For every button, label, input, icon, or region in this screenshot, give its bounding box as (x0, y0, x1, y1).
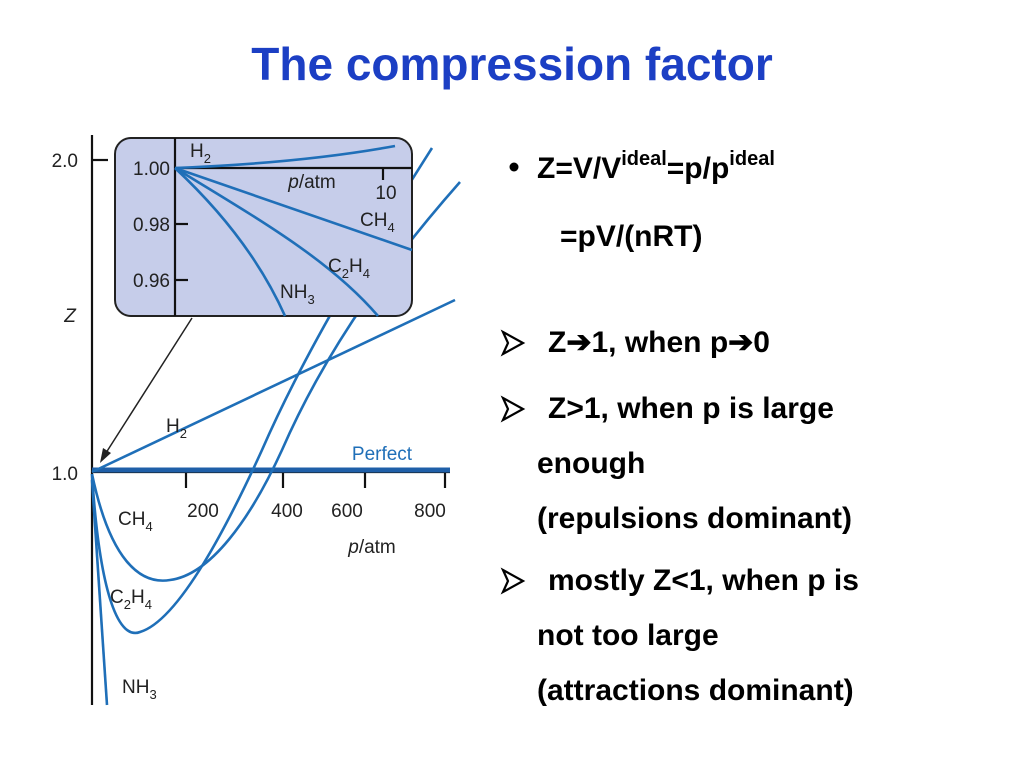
base: H (166, 416, 180, 437)
sub: 4 (387, 220, 394, 235)
sub: 4 (145, 597, 152, 612)
slide-title: The compression factor (251, 38, 773, 90)
bullet-line: Z>1, when p is large (548, 392, 834, 425)
sup: ideal (729, 148, 775, 170)
bullet-line: enough (537, 447, 645, 480)
base: H (349, 256, 363, 277)
sub: 4 (363, 266, 370, 281)
curve-label: H2 (166, 416, 187, 441)
sub: 3 (149, 687, 156, 702)
inset-label: H2 (190, 141, 211, 166)
bullet-line: mostly Z<1, when p is (548, 564, 859, 597)
text-block: Z=V/Videal=p/pideal =pV/(nRT) (509, 148, 775, 253)
unit: /atm (359, 537, 396, 558)
p-tick-label: 600 (331, 501, 363, 522)
arrow-head (100, 448, 111, 463)
base: CH (118, 509, 145, 530)
base: NH (122, 677, 149, 698)
sup: ideal (621, 148, 667, 170)
arrow-bullet (500, 329, 526, 357)
inset-axis-label: p/atm (287, 172, 336, 193)
text: =p/p (667, 152, 730, 185)
arrow-bullet (500, 567, 526, 595)
unit: /atm (299, 172, 336, 193)
bullet-line: (repulsions dominant) (537, 502, 852, 535)
p-tick-label: 200 (187, 501, 219, 522)
inset-tick-label: 0.98 (133, 215, 170, 236)
base: C (110, 587, 124, 608)
p-axis-label: p/atm (347, 537, 396, 558)
arrow-bullet (500, 395, 526, 423)
bullet-line: Z➔1, when p➔0 (548, 326, 770, 359)
curve-label: CH4 (118, 509, 153, 534)
bullet-line: =pV/(nRT) (560, 220, 703, 253)
sub: 3 (307, 292, 314, 307)
var: p (287, 172, 299, 193)
inset-tick-label: 10 (375, 183, 396, 204)
p-tick-label: 800 (414, 501, 446, 522)
bullet-line: Z=V/Videal=p/pideal (537, 148, 775, 185)
inset-h2-curve (174, 144, 396, 170)
z-axis-label: Z (63, 306, 77, 327)
bullet-line: (attractions dominant) (537, 674, 854, 707)
text: Z=V/V (537, 152, 621, 185)
sub: 2 (180, 426, 187, 441)
inset-label: CH4 (360, 210, 395, 235)
base: NH (280, 282, 307, 303)
inset-ch4-curve (174, 166, 413, 252)
bullet-dot (509, 162, 519, 172)
inset-nh3-curve (174, 167, 287, 317)
base: CH (360, 210, 387, 231)
var: p (347, 537, 359, 558)
z-tick-label: 1.0 (52, 464, 78, 485)
base: H (131, 587, 145, 608)
curve-label: C2H4 (110, 587, 152, 612)
base: C (328, 256, 342, 277)
sub: 2 (124, 597, 131, 612)
figure: 2.0 1.0 200 400 600 800 p/atm Z H2 Perfe… (52, 135, 461, 706)
inset-tick-label: 0.96 (133, 271, 170, 292)
pointer-arrow (103, 317, 193, 457)
inset-label: C2H4 (328, 256, 370, 281)
sub: 2 (342, 266, 349, 281)
p-tick-label: 400 (271, 501, 303, 522)
sub: 2 (204, 151, 211, 166)
curve-label: NH3 (122, 677, 157, 702)
bullet-line: not too large (537, 619, 719, 652)
inset-c2h4-curve (174, 166, 379, 317)
nh3-curve (90, 479, 109, 706)
curve-label: Perfect (352, 444, 413, 465)
z-tick-label: 2.0 (52, 151, 78, 172)
base: H (190, 141, 204, 162)
h2-curve (91, 298, 456, 474)
inset-label: NH3 (280, 282, 315, 307)
inset-tick-label: 1.00 (133, 159, 170, 180)
sub: 4 (145, 519, 152, 534)
